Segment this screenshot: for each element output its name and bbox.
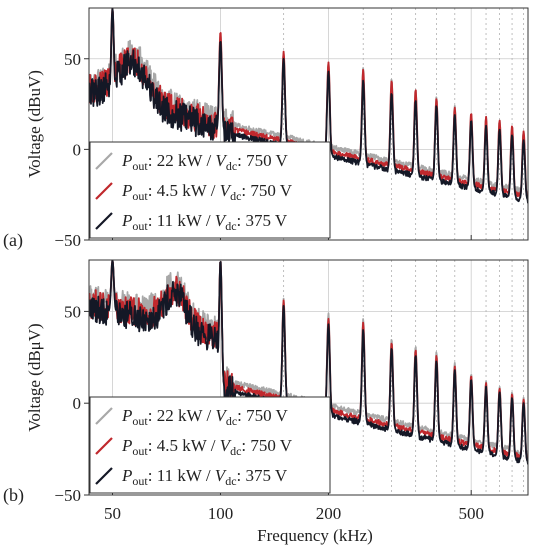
legend-entry: Pout: 4.5 kW / Vdc: 750 V [121,436,293,458]
legend-swatch [95,407,113,425]
legend-entry: Pout: 22 kW / Vdc: 750 V [121,151,289,173]
y-tick-label: 50 [64,302,81,321]
legend-entry: Pout: 11 kW / Vdc: 375 V [121,466,288,488]
legend-swatch [95,182,113,200]
legend-swatch [95,212,113,230]
panel-label: (b) [3,485,24,506]
legend: Pout: 22 kW / Vdc: 750 V Pout: 4.5 kW / V… [89,141,331,239]
panel-a: −50 0 50 Voltage (dBuV) (a) Pout: 22 kW / Vdc… [3,7,529,251]
y-tick-label: 50 [64,50,81,69]
x-tick-label: 50 [104,504,121,523]
y-tick-label: −50 [54,486,81,505]
legend-swatch [95,152,113,170]
legend-entry: Pout: 4.5 kW / Vdc: 750 V [121,181,293,203]
y-axis-label: Voltage (dBμV) [25,323,44,431]
panel-label: (a) [3,230,23,251]
legend-entry: Pout: 22 kW / Vdc: 750 V [121,406,289,428]
axes-frame [88,7,529,241]
y-axis-label: Voltage (dBuV) [25,70,44,178]
y-tick-label: 0 [73,140,82,159]
x-tick-label: 200 [316,504,342,523]
axes-frame [88,259,529,496]
x-tick-label: 100 [208,504,234,523]
legend-swatch [95,437,113,455]
y-tick-label: −50 [54,231,81,250]
panel-b: −50 0 50 Voltage (dBμV) (b) 50 100 200 500 Pout: … [3,259,529,523]
x-axis-label: Frequency (kHz) [257,526,373,545]
y-tick-label: 0 [73,394,82,413]
legend-swatch [95,467,113,485]
legend-entry: Pout: 11 kW / Vdc: 375 V [121,211,288,233]
legend: Pout: 22 kW / Vdc: 750 V Pout: 4.5 kW / V… [89,396,331,494]
x-tick-label: 500 [458,504,484,523]
